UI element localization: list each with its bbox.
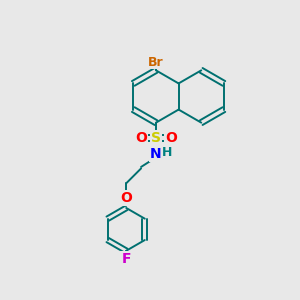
Text: O: O (120, 191, 132, 205)
Text: N: N (150, 147, 162, 160)
Text: S: S (151, 131, 161, 145)
Text: O: O (135, 131, 147, 145)
Text: F: F (122, 252, 131, 266)
Text: H: H (162, 146, 172, 159)
Text: O: O (165, 131, 177, 145)
Text: Br: Br (148, 56, 164, 68)
